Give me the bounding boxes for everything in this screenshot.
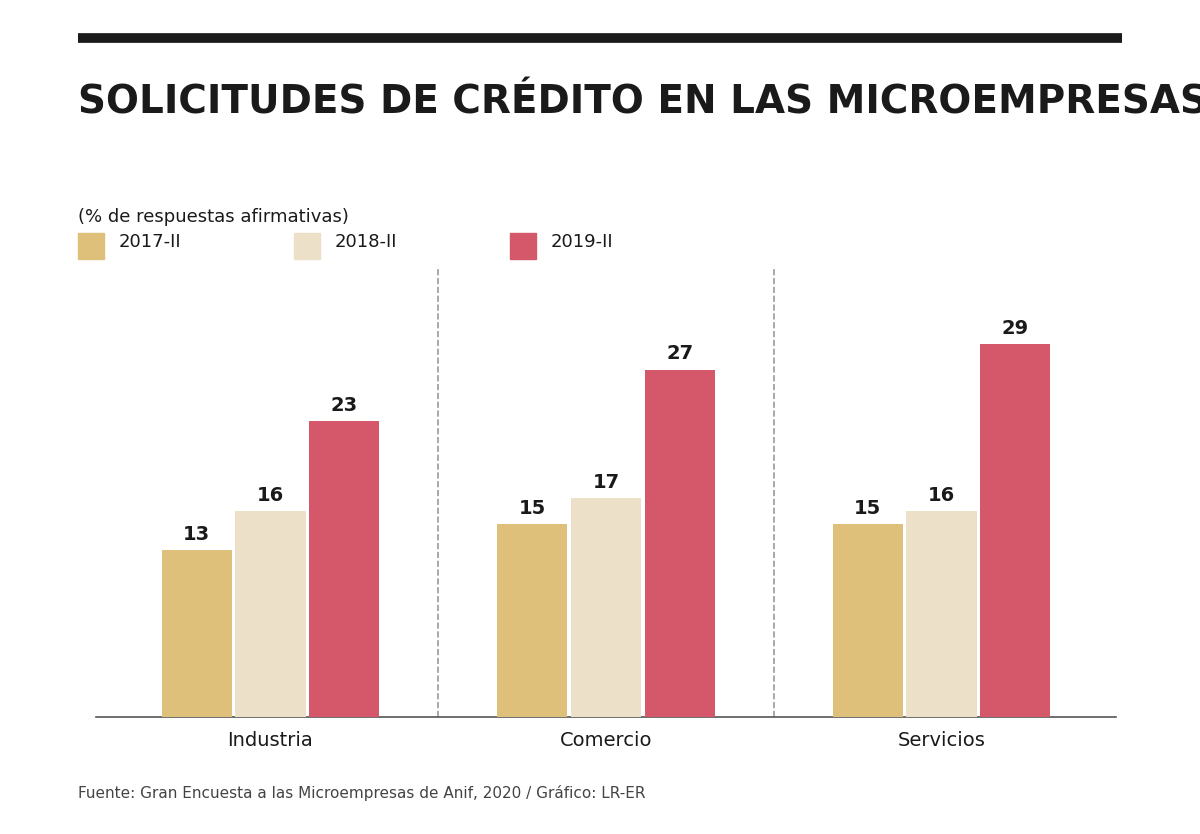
Text: 13: 13 [184, 525, 210, 544]
Text: 2017-II: 2017-II [119, 233, 181, 251]
Bar [235, 511, 306, 717]
Text: 16: 16 [257, 486, 284, 505]
Text: 27: 27 [666, 344, 694, 364]
Text: 29: 29 [1002, 319, 1028, 338]
Bar [980, 344, 1050, 717]
Bar [497, 525, 568, 717]
Text: 16: 16 [928, 486, 955, 505]
Text: 23: 23 [331, 396, 358, 414]
Text: 2019-II: 2019-II [551, 233, 613, 251]
Bar [162, 550, 232, 717]
Bar [906, 511, 977, 717]
Text: SOLICITUDES DE CRÉDITO EN LAS MICROEMPRESAS: SOLICITUDES DE CRÉDITO EN LAS MICROEMPRE… [78, 83, 1200, 122]
Bar [310, 421, 379, 717]
Text: 17: 17 [593, 473, 619, 492]
Text: 15: 15 [854, 499, 881, 518]
Text: Fuente: Gran Encuesta a las Microempresas de Anif, 2020 / Gráfico: LR-ER: Fuente: Gran Encuesta a las Microempresa… [78, 785, 646, 801]
Text: (% de respuestas afirmativas): (% de respuestas afirmativas) [78, 208, 349, 227]
Bar [571, 499, 641, 717]
Text: 2018-II: 2018-II [335, 233, 397, 251]
Text: 15: 15 [518, 499, 546, 518]
Bar [833, 525, 902, 717]
Bar [644, 369, 715, 717]
